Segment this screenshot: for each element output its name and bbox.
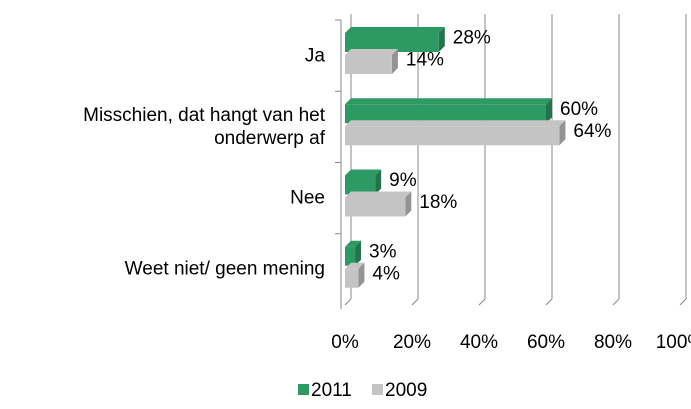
bar-top xyxy=(345,120,566,127)
bar-side xyxy=(546,98,552,124)
bar-top xyxy=(345,191,412,198)
value-label: 64% xyxy=(573,121,611,142)
x-tick-label: 100% xyxy=(656,332,691,353)
grid-line-depth xyxy=(478,298,486,306)
value-label: 4% xyxy=(372,263,400,284)
bar xyxy=(345,268,359,288)
bar-side xyxy=(405,191,412,217)
grid-line-depth xyxy=(612,298,620,306)
category-label: Weet niet/ geen mening xyxy=(124,258,325,280)
legend-swatch xyxy=(298,384,309,395)
x-tick-label: 20% xyxy=(393,332,431,353)
value-label: 28% xyxy=(453,28,491,49)
bar-top xyxy=(345,98,552,105)
bar xyxy=(345,175,376,195)
bar-side xyxy=(375,169,382,195)
bar-top xyxy=(345,262,365,269)
grid-line-depth xyxy=(679,298,687,306)
bar xyxy=(345,246,356,266)
bar-top xyxy=(345,240,362,247)
value-label: 3% xyxy=(369,241,397,262)
x-tick-label: 60% xyxy=(527,332,565,353)
value-label: 14% xyxy=(406,50,444,71)
bar xyxy=(345,33,439,52)
bar xyxy=(345,104,546,124)
value-label: 60% xyxy=(560,99,598,120)
category-label: Misschien, dat hangt van het onderwerp a… xyxy=(83,104,325,149)
x-tick-label: 0% xyxy=(331,332,359,353)
bar-side xyxy=(355,240,362,266)
grid-line-depth xyxy=(411,298,419,306)
bar-top xyxy=(345,169,382,176)
x-tick-label: 40% xyxy=(460,332,498,353)
bar-side xyxy=(438,27,445,52)
legend-label: 2009 xyxy=(385,380,427,401)
bar-side xyxy=(391,49,398,74)
bar xyxy=(345,55,392,74)
x-tick-label: 80% xyxy=(594,332,632,353)
category-label: Ja xyxy=(304,45,325,67)
grid-line-depth xyxy=(545,298,553,306)
bar-top xyxy=(345,49,398,55)
value-label: 18% xyxy=(419,192,457,213)
bar xyxy=(345,126,560,146)
grid-line-depth xyxy=(344,298,352,306)
legend-label: 2011 xyxy=(311,380,352,401)
bar-side xyxy=(559,120,566,146)
bar-top xyxy=(345,27,445,33)
bar xyxy=(345,197,406,217)
bar-side xyxy=(358,262,365,288)
category-label: Nee xyxy=(290,187,325,209)
value-label: 9% xyxy=(389,170,417,191)
legend-swatch xyxy=(372,384,383,395)
